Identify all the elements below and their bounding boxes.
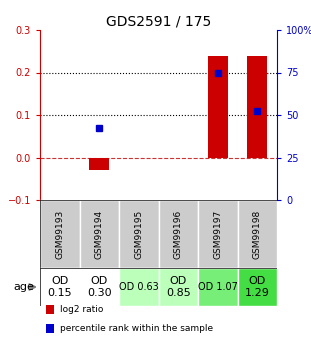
- Bar: [80, 268, 119, 306]
- Text: GSM99194: GSM99194: [95, 209, 104, 258]
- Text: OD 1.07: OD 1.07: [198, 282, 238, 292]
- Bar: [238, 200, 277, 268]
- Bar: [89, 158, 109, 170]
- Bar: [198, 200, 238, 268]
- Text: log2 ratio: log2 ratio: [60, 305, 104, 314]
- Text: OD
0.85: OD 0.85: [166, 276, 191, 298]
- Text: GSM99193: GSM99193: [55, 209, 64, 259]
- Text: age: age: [13, 282, 34, 292]
- Bar: [119, 268, 159, 306]
- Text: percentile rank within the sample: percentile rank within the sample: [60, 324, 213, 333]
- Bar: [119, 200, 159, 268]
- Text: OD 0.63: OD 0.63: [119, 282, 159, 292]
- Bar: [238, 268, 277, 306]
- Bar: [159, 200, 198, 268]
- Text: GSM99198: GSM99198: [253, 209, 262, 259]
- Text: OD
0.15: OD 0.15: [48, 276, 72, 298]
- Text: OD
1.29: OD 1.29: [245, 276, 270, 298]
- Text: GSM99195: GSM99195: [134, 209, 143, 259]
- Bar: [80, 200, 119, 268]
- Bar: [159, 268, 198, 306]
- Text: GSM99196: GSM99196: [174, 209, 183, 259]
- Bar: [247, 56, 267, 158]
- Text: OD
0.30: OD 0.30: [87, 276, 112, 298]
- Bar: [40, 200, 80, 268]
- Title: GDS2591 / 175: GDS2591 / 175: [106, 15, 211, 29]
- Bar: [208, 56, 228, 158]
- Bar: [198, 268, 238, 306]
- Bar: [40, 268, 80, 306]
- Text: GSM99197: GSM99197: [213, 209, 222, 259]
